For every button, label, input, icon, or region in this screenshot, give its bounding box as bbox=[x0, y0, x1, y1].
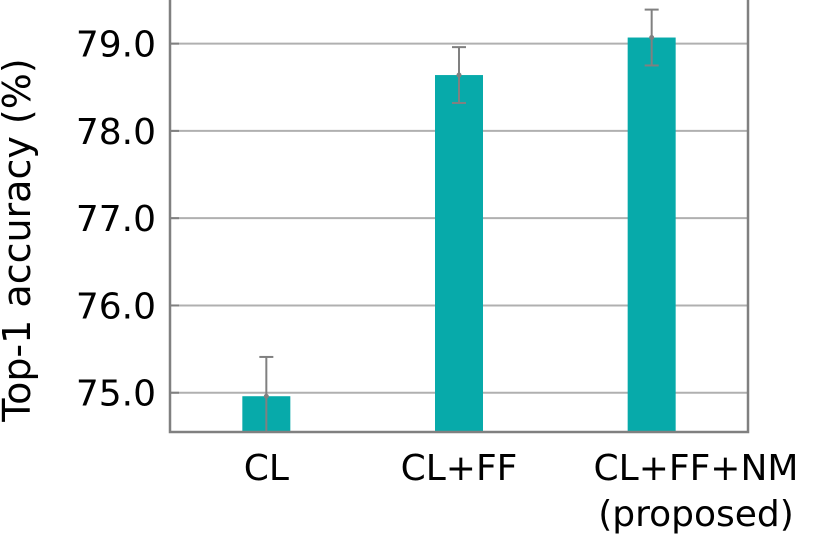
error-bar-1 bbox=[452, 46, 466, 104]
error-bar-0 bbox=[259, 355, 274, 432]
error-bar-center-2 bbox=[649, 35, 655, 41]
x-tick-label-2-1: (proposed) bbox=[598, 494, 794, 535]
y-tick-label-1: 76.0 bbox=[76, 286, 156, 327]
x-tick-label-1-0: CL+FF bbox=[401, 448, 518, 489]
error-bar-center-1 bbox=[456, 72, 462, 78]
y-tick-marks bbox=[170, 42, 179, 394]
bar-1 bbox=[435, 75, 483, 433]
error-bar-2 bbox=[644, 8, 659, 67]
y-tick-label-0: 75.0 bbox=[76, 374, 156, 415]
x-tick-label-2-0: CL+FF+NM bbox=[594, 448, 799, 489]
x-tick-label-0-0: CL bbox=[244, 448, 289, 489]
y-tick-label-2: 77.0 bbox=[76, 199, 156, 240]
plot-frame bbox=[168, 0, 750, 434]
x-tick-labels: CL CL+FF CL+FF+NM (proposed) bbox=[244, 448, 799, 535]
bar-2 bbox=[627, 37, 676, 432]
error-bars bbox=[259, 8, 659, 432]
y-tick-labels: 75.0 76.0 77.0 78.0 79.0 bbox=[76, 25, 156, 415]
y-tick-label-4: 79.0 bbox=[76, 25, 156, 66]
y-tick-label-3: 78.0 bbox=[76, 112, 156, 153]
error-bar-center-0 bbox=[263, 393, 269, 399]
bars bbox=[242, 37, 676, 433]
y-axis-label: Top-1 accuracy (%) bbox=[0, 58, 39, 422]
